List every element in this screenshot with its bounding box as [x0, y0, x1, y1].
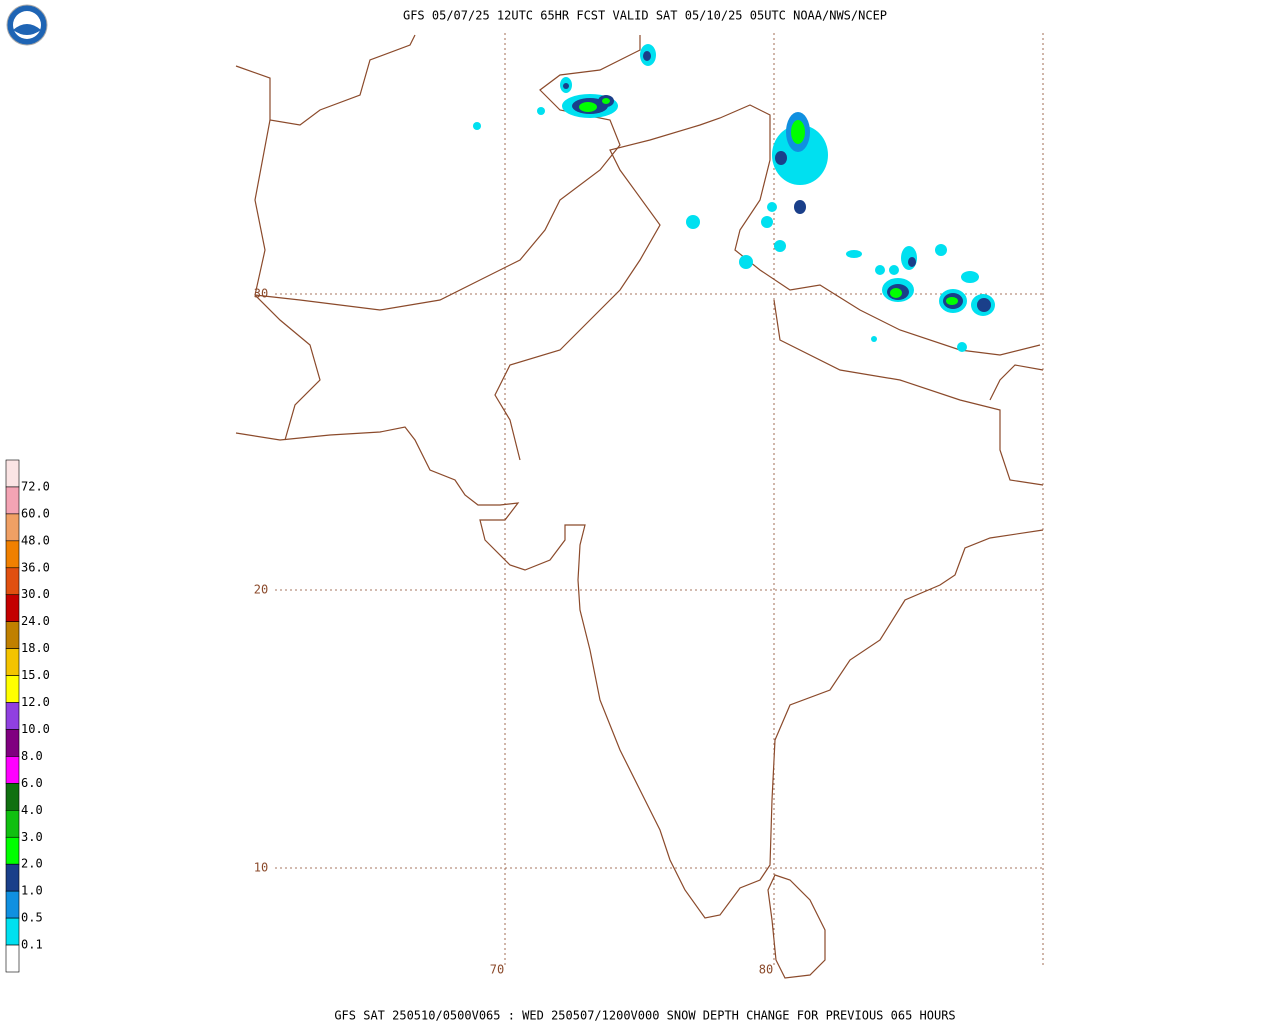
lat-label: 30 — [254, 287, 268, 301]
colorbar-label: 30.0 — [21, 587, 50, 601]
graticule — [275, 33, 1044, 965]
colorbar-box — [5, 810, 20, 838]
colorbar-label: 24.0 — [21, 614, 50, 628]
noaa-logo — [6, 4, 48, 46]
colorbar-label: 1.0 — [21, 884, 43, 898]
colorbar-label: 0.1 — [21, 938, 43, 952]
border — [989, 364, 1044, 401]
colorbar-box — [5, 917, 20, 946]
colorbar-box — [5, 944, 20, 973]
coastline — [235, 426, 1044, 919]
title: GFS 05/07/25 12UTC 65HR FCST VALID SAT 0… — [403, 9, 887, 23]
colorbar-label: 6.0 — [21, 776, 43, 790]
colorbar-box — [5, 675, 20, 703]
colorbar-label: 15.0 — [21, 668, 50, 682]
sri-lanka — [767, 874, 826, 979]
colorbar-box — [5, 836, 20, 865]
footer: GFS SAT 250510/0500V065 : WED 250507/120… — [334, 1009, 955, 1023]
colorbar-box — [5, 567, 20, 596]
lon-label: 70 — [490, 963, 504, 977]
colorbar-label: 0.5 — [21, 911, 43, 925]
border — [235, 34, 416, 126]
colorbar-box — [5, 621, 20, 649]
colorbar-label: 48.0 — [21, 533, 50, 547]
border — [773, 299, 1044, 486]
colorbar-label: 3.0 — [21, 830, 43, 844]
border — [254, 119, 321, 441]
colorbar-box — [5, 783, 20, 811]
colorbar-box — [5, 729, 20, 757]
colorbar-label: 10.0 — [21, 722, 50, 736]
border — [494, 104, 1041, 461]
colorbar-box — [5, 648, 20, 676]
colorbar: 72.0 60.0 48.0 36.0 30.0 24.0 18.0 15.0 12.0 10.0… — [5, 459, 50, 973]
colorbar-box — [5, 540, 20, 569]
colorbar-label: 72.0 — [21, 479, 50, 493]
colorbar-box — [5, 459, 20, 488]
lat-label: 20 — [254, 583, 268, 597]
colorbar-label: 12.0 — [21, 695, 50, 709]
coastlines — [235, 34, 1044, 979]
lon-label: 80 — [759, 963, 773, 977]
lat-label: 10 — [254, 861, 268, 875]
border — [254, 35, 641, 311]
colorbar-box — [5, 702, 20, 730]
snow-depth-field — [473, 44, 995, 352]
colorbar-box — [5, 890, 20, 919]
colorbar-box — [5, 513, 20, 542]
colorbar-box — [5, 863, 20, 892]
colorbar-label: 18.0 — [21, 641, 50, 655]
colorbar-label: 8.0 — [21, 749, 43, 763]
colorbar-label: 36.0 — [21, 560, 50, 574]
colorbar-label: 4.0 — [21, 803, 43, 817]
colorbar-box — [5, 594, 20, 622]
colorbar-label: 60.0 — [21, 506, 50, 520]
colorbar-label: 2.0 — [21, 857, 43, 871]
colorbar-box — [5, 486, 20, 515]
colorbar-box — [5, 756, 20, 784]
graticule-labels: 30 20 10 70 80 — [254, 287, 773, 977]
